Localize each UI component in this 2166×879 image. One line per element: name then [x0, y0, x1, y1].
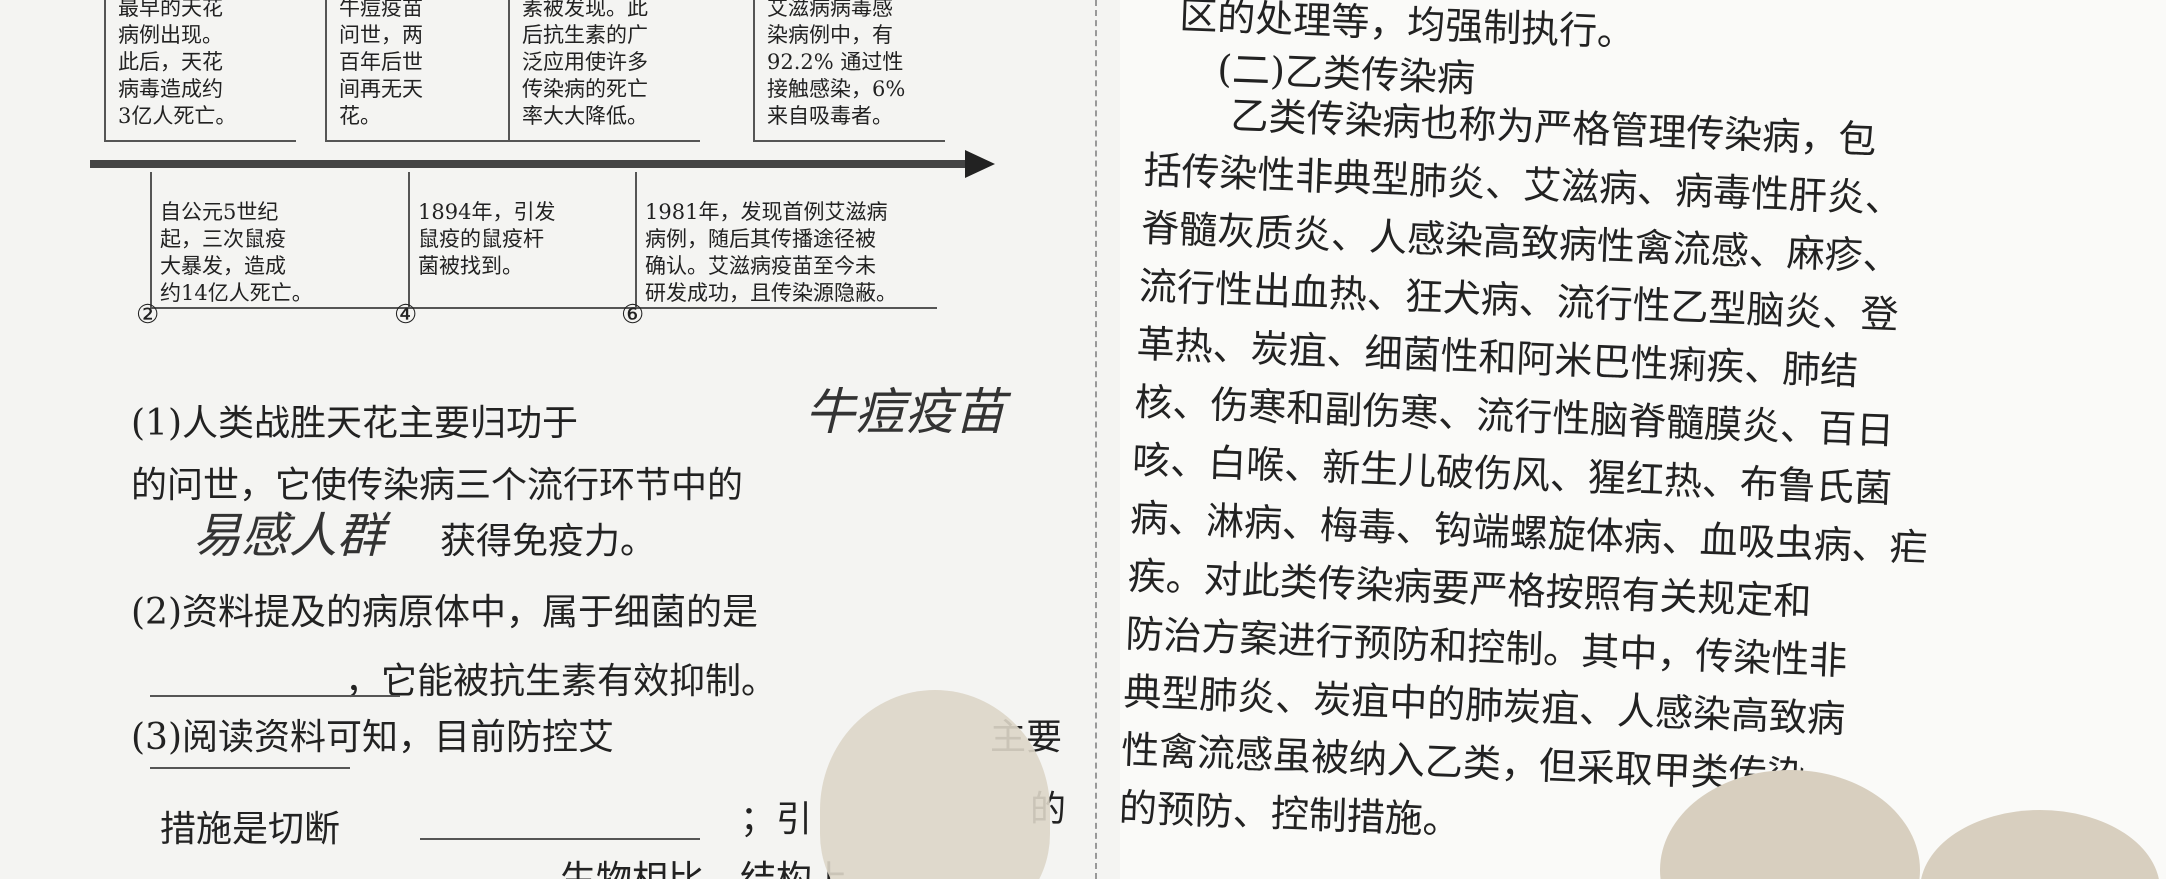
timeline-text: 泛应用使许多	[522, 50, 648, 74]
timeline-text: 花。	[339, 104, 381, 128]
question-text: (3)阅读资料可知，目前防控艾	[131, 717, 614, 758]
question-text: 生物相比，结构上	[560, 850, 848, 879]
question-text: ；引	[740, 799, 813, 840]
timeline-text: 起，三次鼠疫	[160, 227, 286, 251]
timeline-text: 艾滋病病毒感	[767, 0, 893, 20]
timeline-text: 约14亿人死亡。	[160, 281, 313, 305]
timeline-marker: ②	[136, 300, 160, 330]
timeline-text: 百年后世	[339, 50, 423, 74]
timeline-box	[408, 172, 710, 309]
timeline-text: 菌被找到。	[418, 254, 523, 278]
timeline-box	[753, 0, 945, 142]
timeline-text: 3亿人死亡。	[118, 104, 237, 128]
timeline-text: 大暴发，造成	[160, 254, 286, 278]
question-text: 获得免疫力。	[440, 521, 657, 562]
timeline-text: 间再无天	[339, 77, 423, 101]
timeline-text: 研发成功，且传染源隐蔽。	[645, 281, 897, 305]
timeline-text: 病例出现。	[118, 23, 223, 47]
question-text: 措施是切断	[160, 809, 341, 850]
timeline-text: 1894年，引发	[418, 200, 556, 224]
blank-line	[150, 695, 400, 697]
timeline-box	[104, 0, 296, 142]
question-text: ，它能被抗生素有效抑制。	[345, 661, 778, 702]
question-text: 的问世，它使传染病三个流行环节中的	[131, 465, 744, 506]
paragraph-text: 的预防、控制措施。	[1118, 785, 1462, 843]
arrow-head	[965, 150, 995, 178]
timeline-text: 接触感染，6%	[767, 77, 906, 101]
blank-line	[420, 838, 700, 840]
timeline-text: 问世，两	[339, 23, 423, 47]
right-text: 区的处理等，均强制执行。 (二)乙类传染病 乙类传染病也称为严格管理传染病，包 括传染…	[1085, 0, 2166, 879]
timeline-box	[150, 172, 452, 309]
question-text: (1)人类战胜天花主要归功于	[131, 403, 578, 444]
handwriting: 牛痘疫苗	[805, 383, 1005, 441]
timeline-text: 鼠疫的鼠疫杆	[418, 227, 544, 251]
timeline-marker: ④	[394, 300, 418, 330]
timeline-text: 自公元5世纪	[160, 200, 279, 224]
timeline-text: 牛痘疫苗	[339, 0, 423, 20]
right-page: 区的处理等，均强制执行。 (二)乙类传染病 乙类传染病也称为严格管理传染病，包 括传染…	[1118, 0, 2166, 879]
timeline-box	[635, 172, 937, 309]
timeline-text: 染病例中，有	[767, 23, 893, 47]
timeline-text: 病毒造成约	[118, 77, 223, 101]
timeline-text: 传染病的死亡	[522, 77, 648, 101]
timeline-text: 此后，天花	[118, 50, 223, 74]
blank-line	[150, 767, 350, 769]
timeline-text: 最早的天花	[118, 0, 223, 20]
timeline-text: 素被发现。此	[522, 0, 648, 20]
finger	[820, 690, 1050, 879]
question-text: (2)资料提及的病原体中，属于细菌的是	[131, 592, 758, 633]
timeline-text: 来自吸毒者。	[767, 104, 893, 128]
gutter	[1095, 0, 1097, 879]
timeline-arrow	[90, 160, 970, 168]
timeline-text: 病例，随后其传播途径被	[645, 227, 876, 251]
timeline-text: 后抗生素的广	[522, 23, 648, 47]
timeline-box	[508, 0, 700, 142]
handwriting: 易感人群	[193, 508, 386, 564]
timeline-marker: ⑥	[621, 300, 645, 330]
timeline-text: 确认。艾滋病疫苗至今未	[645, 254, 876, 278]
timeline-text: 率大大降低。	[522, 104, 648, 128]
timeline-text: 1981年，发现首例艾滋病	[645, 200, 888, 224]
timeline-box	[325, 0, 517, 142]
timeline-text: 92.2% 通过性	[767, 50, 904, 74]
